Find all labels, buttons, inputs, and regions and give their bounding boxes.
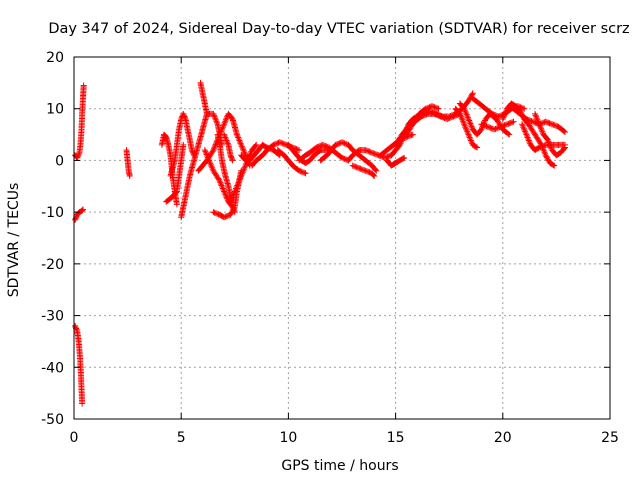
x-tick-label: 25 <box>601 430 619 446</box>
y-tick-label: -40 <box>41 360 64 376</box>
axis-ticks: 0 5 10 15 20 25 20 10 0 -10 -20 -30 -40 -50 <box>41 50 619 446</box>
y-axis-label: SDTVAR / TECUs <box>6 183 22 298</box>
data-point-track <box>519 121 568 154</box>
x-tick-label: 0 <box>70 430 79 446</box>
data-point-track <box>72 206 87 223</box>
data-point-track <box>214 131 238 216</box>
data-point-track <box>72 82 87 161</box>
data-point-track <box>478 118 517 133</box>
y-tick-label: -50 <box>41 412 64 428</box>
data-point-track <box>532 110 568 159</box>
x-tick-label: 15 <box>387 430 405 446</box>
data-point-track <box>72 322 86 407</box>
data-point-track <box>123 147 133 179</box>
data-points <box>72 79 568 407</box>
data-point-track <box>274 147 309 177</box>
y-tick-label: 0 <box>55 153 64 169</box>
x-tick-label: 5 <box>177 430 186 446</box>
y-tick-label: 20 <box>46 50 64 66</box>
data-point-track <box>221 131 236 164</box>
data-point-track <box>163 141 187 205</box>
chart-title: Day 347 of 2024, Sidereal Day-to-day VTE… <box>48 21 629 37</box>
x-tick-label: 20 <box>494 430 512 446</box>
y-tick-label: -10 <box>41 205 64 221</box>
y-tick-label: -20 <box>41 257 64 273</box>
data-point-track <box>452 105 481 151</box>
data-point-track <box>317 139 380 174</box>
data-point-track <box>349 162 378 179</box>
data-point-track <box>384 154 408 169</box>
data-point-track <box>197 79 210 117</box>
y-tick-label: 10 <box>46 102 64 118</box>
data-point-track <box>167 110 198 179</box>
data-point-track <box>403 103 442 138</box>
y-tick-label: -30 <box>41 309 64 325</box>
x-tick-label: 10 <box>279 430 297 446</box>
x-axis-label: GPS time / hours <box>281 458 398 474</box>
plot-frame <box>73 56 611 420</box>
data-point-track <box>510 105 568 135</box>
